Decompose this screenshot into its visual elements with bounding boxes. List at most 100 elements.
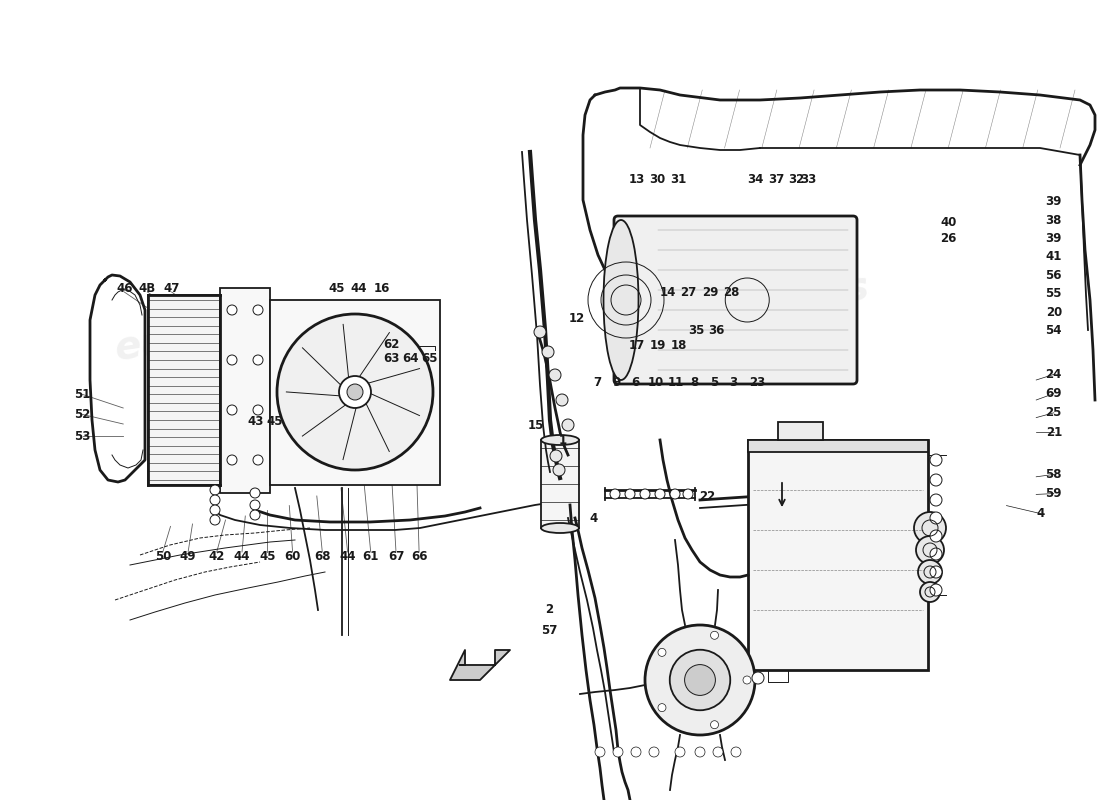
Circle shape	[640, 489, 650, 499]
Text: 59: 59	[1045, 487, 1062, 500]
Text: 54: 54	[1045, 324, 1062, 337]
Circle shape	[930, 566, 942, 578]
Text: 20: 20	[1046, 306, 1062, 318]
Circle shape	[670, 489, 680, 499]
Circle shape	[227, 355, 236, 365]
Text: 62: 62	[384, 338, 399, 350]
Ellipse shape	[541, 523, 579, 533]
Text: 55: 55	[1045, 287, 1062, 300]
Circle shape	[930, 474, 942, 486]
Circle shape	[930, 494, 942, 506]
Circle shape	[920, 582, 940, 602]
Circle shape	[713, 747, 723, 757]
Circle shape	[253, 355, 263, 365]
Circle shape	[930, 512, 942, 524]
Text: 43: 43	[248, 415, 263, 428]
Text: 13: 13	[629, 173, 645, 186]
Text: 45: 45	[328, 282, 344, 294]
Circle shape	[711, 631, 718, 639]
Text: 25: 25	[1046, 406, 1062, 419]
Circle shape	[918, 560, 942, 584]
Circle shape	[250, 500, 260, 510]
Circle shape	[227, 405, 236, 415]
Text: 58: 58	[1045, 468, 1062, 481]
Text: 39: 39	[1046, 232, 1062, 245]
Circle shape	[610, 489, 620, 499]
Circle shape	[930, 454, 942, 466]
Circle shape	[613, 747, 623, 757]
Bar	[270, 300, 440, 485]
Text: 42: 42	[209, 550, 224, 562]
Circle shape	[645, 625, 755, 735]
Text: 15: 15	[528, 419, 543, 432]
Text: 3: 3	[729, 376, 738, 389]
Circle shape	[711, 721, 718, 729]
Ellipse shape	[541, 435, 579, 445]
Circle shape	[553, 464, 565, 476]
Text: 39: 39	[1046, 195, 1062, 208]
Text: 8: 8	[690, 376, 698, 389]
Text: 16: 16	[374, 282, 389, 294]
Circle shape	[250, 510, 260, 520]
Text: 63: 63	[384, 352, 399, 365]
Circle shape	[631, 747, 641, 757]
Text: 21: 21	[1046, 426, 1062, 438]
Text: 49: 49	[180, 550, 197, 562]
Text: 44: 44	[350, 282, 367, 294]
Text: 4B: 4B	[139, 282, 156, 294]
Circle shape	[658, 648, 666, 656]
Ellipse shape	[604, 220, 638, 380]
Circle shape	[684, 665, 715, 695]
Text: 35: 35	[689, 324, 704, 337]
Circle shape	[930, 530, 942, 542]
Text: 66: 66	[411, 550, 427, 562]
Circle shape	[654, 489, 666, 499]
Bar	[748, 440, 928, 452]
Circle shape	[930, 548, 942, 560]
Text: 53: 53	[75, 430, 90, 442]
Circle shape	[253, 455, 263, 465]
Circle shape	[742, 676, 751, 684]
Text: eurospares: eurospares	[112, 296, 361, 368]
Text: 32: 32	[789, 173, 804, 186]
Circle shape	[752, 672, 764, 684]
Text: 5: 5	[710, 376, 718, 389]
Text: 56: 56	[1045, 269, 1062, 282]
Circle shape	[534, 326, 546, 338]
Text: 69: 69	[1045, 387, 1062, 400]
Circle shape	[683, 489, 693, 499]
Text: 4: 4	[1036, 507, 1045, 520]
Circle shape	[210, 515, 220, 525]
Text: 22: 22	[700, 490, 715, 502]
Bar	[778, 422, 823, 440]
Text: 17: 17	[629, 339, 645, 352]
Text: 65: 65	[420, 352, 438, 365]
Text: 23: 23	[749, 376, 764, 389]
Bar	[541, 440, 579, 528]
Text: 34: 34	[748, 173, 763, 186]
Circle shape	[227, 455, 236, 465]
Text: 47: 47	[164, 282, 179, 294]
Text: 64: 64	[403, 352, 418, 365]
Circle shape	[210, 495, 220, 505]
Circle shape	[625, 489, 635, 499]
Text: eurospares: eurospares	[624, 268, 872, 340]
Text: 31: 31	[671, 173, 686, 186]
Text: 37: 37	[769, 173, 784, 186]
Text: 44: 44	[233, 550, 251, 562]
Circle shape	[550, 450, 562, 462]
Circle shape	[732, 747, 741, 757]
FancyBboxPatch shape	[614, 216, 857, 384]
Text: 2: 2	[544, 603, 553, 616]
Circle shape	[210, 485, 220, 495]
Text: 7: 7	[593, 376, 602, 389]
Text: 45: 45	[266, 415, 284, 428]
Text: 18: 18	[671, 339, 686, 352]
Circle shape	[670, 650, 730, 710]
Text: 45: 45	[260, 550, 275, 562]
Circle shape	[649, 747, 659, 757]
Text: 36: 36	[708, 324, 724, 337]
Bar	[220, 288, 270, 493]
Text: 10: 10	[648, 376, 663, 389]
Circle shape	[227, 305, 236, 315]
